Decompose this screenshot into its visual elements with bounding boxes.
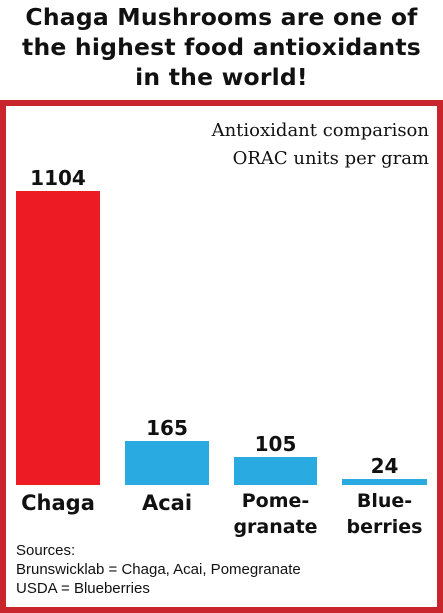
bar-acai (125, 441, 209, 485)
chart-frame (0, 100, 443, 613)
sources-line-1: Brunswicklab = Chaga, Acai, Pomegranate (16, 561, 301, 578)
value-label-chaga: 1104 (30, 166, 86, 190)
chart-heading: Antioxidant comparison ORAC units per gr… (212, 117, 429, 173)
bar-chaga (16, 191, 100, 485)
bar-blueberries (342, 479, 427, 485)
sources-heading: Sources: (16, 542, 76, 559)
headline-line-1: Chaga Mushrooms are one of (25, 3, 418, 31)
sources-line-2: USDA = Blueberries (16, 580, 150, 597)
chart-subtitle: ORAC units per gram (232, 148, 429, 169)
headline-line-3: in the world! (135, 63, 308, 91)
sources: Sources: Brunswicklab = Chaga, Acai, Pom… (16, 541, 301, 598)
category-label-blueberries-line-1: Blue- (357, 490, 412, 512)
category-label-pomegranate-line-1: Pome- (242, 490, 310, 512)
headline-line-2: the highest food antioxidants (22, 33, 421, 61)
category-label-acai: Acai (142, 491, 192, 515)
chart-title: Antioxidant comparison (211, 120, 429, 141)
value-label-pomegranate: 105 (255, 432, 297, 456)
category-label-chaga: Chaga (21, 491, 95, 515)
bar-pomegranate (234, 457, 317, 485)
headline: Chaga Mushrooms are one of the highest f… (0, 2, 443, 92)
value-label-acai: 165 (146, 416, 188, 440)
category-label-blueberries-line-2: berries (347, 516, 423, 538)
category-label-pomegranate-line-2: granate (233, 516, 317, 538)
value-label-blueberries: 24 (371, 454, 399, 478)
